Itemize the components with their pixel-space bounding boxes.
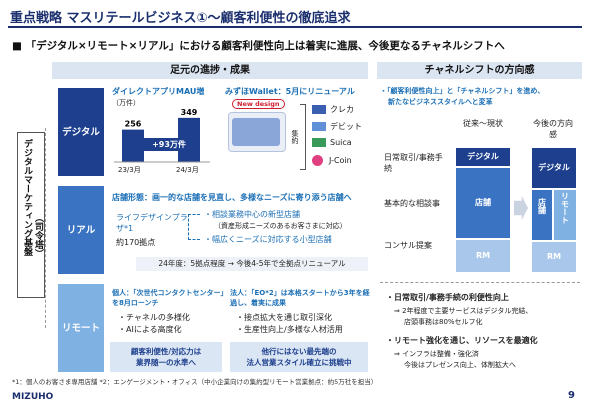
mizuho-logo: MIZUHO xyxy=(12,392,54,402)
mau-x2: 24/3月 xyxy=(176,166,199,174)
bullet-1: ・日常取引/事務手続の利便性向上 xyxy=(386,293,509,302)
wallet-title: みずほWallet：5月にリニューアル xyxy=(225,87,355,96)
row-label-remote: リモート xyxy=(58,284,104,372)
small-store: ・幅広くニーズに対応する小型店舗 xyxy=(204,235,332,244)
col-future: 今後の方向感 xyxy=(533,119,573,139)
wallet-item-jcoin: J-Coin xyxy=(312,155,352,166)
corporate-title: 法人：「EO*2」は本格スタートから3年を経過し、着実に成果 xyxy=(230,289,370,307)
bullet-1-sub-1: ⇒ 2年程度で主要サービスはデジタル完結、 xyxy=(394,307,533,315)
personal-title: 個人：「次世代コンタクトセンター」を8月ローンチ xyxy=(112,289,224,307)
right-header: チャネルシフトの方向感 xyxy=(377,62,582,79)
lifedesign-plaza: ライフデザインプラザ*1 xyxy=(116,213,188,233)
corporate-point-1: ・接点拡大を通じ取引深化 xyxy=(236,313,332,322)
store-count: 約170拠点 xyxy=(116,238,156,247)
shift-arrow-icon xyxy=(514,196,528,220)
shift-intro-2: 新たなビジネススタイルへと変革 xyxy=(388,98,493,106)
branch-connector xyxy=(188,214,200,240)
aggregate-label: 集約 xyxy=(291,130,299,144)
row-label-digital: デジタル xyxy=(58,88,104,176)
mau-bar-label-2: 349 xyxy=(181,108,198,117)
mau-bar-label-1: 256 xyxy=(125,120,142,129)
future-remote: リモート xyxy=(554,190,576,240)
vertical-sub: （司令塔） xyxy=(33,213,43,258)
title-underline xyxy=(8,26,582,28)
corporate-point-2: ・生産性向上/多様な人材活用 xyxy=(236,325,343,334)
mau-x1: 23/3月 xyxy=(118,166,141,174)
digital-marketing-foundation: デジタルマーケティング基盤 （司令塔） xyxy=(17,132,45,298)
debit-card-icon xyxy=(312,122,326,131)
real-title: 店舗形態：画一的な店舗を見直し、多様なニーズに寄り添う店舗へ xyxy=(112,193,352,202)
left-header: 足元の進捗・成果 xyxy=(52,62,368,79)
mau-delta-arrow: +93万件 xyxy=(142,138,196,151)
new-type-store-note: （資産形成ニーズのあるお客さまに対応） xyxy=(214,222,347,230)
new-type-store: ・相談業務中心の新型店舗 xyxy=(204,210,300,219)
remote-result-corporate: 他行にはない最先端の 法人営業スタイル確立に挑戦中 xyxy=(230,342,368,372)
remote-result-personal: 顧客利便性/対応力は 業界随一の水準へ xyxy=(110,342,222,372)
personal-point-1: ・チャネルの多様化 xyxy=(118,313,190,322)
wallet-item-credit: クレカ xyxy=(312,104,354,115)
bullet-2-sub-2: 今後はプレゼンス向上、体制拡大へ xyxy=(404,361,516,369)
timeline-bar: 24年度：5拠点程度 → 今後4-5年で全拠点リニューアル xyxy=(136,257,368,271)
aggregate-bracket xyxy=(300,104,306,170)
credit-card-icon xyxy=(312,105,326,114)
bullet-1-sub-2: 店頭事務は80%セルフ化 xyxy=(404,318,483,326)
now-digital: デジタル xyxy=(456,148,510,166)
bullet-2-sub-1: ⇒ インフラは整備・強化済 xyxy=(394,350,479,358)
row-label-real: リアル xyxy=(58,186,104,274)
mau-bar-1 xyxy=(122,129,144,162)
personal-point-2: ・AIによる高度化 xyxy=(118,325,182,334)
now-store: 店舗 xyxy=(456,168,510,238)
jcoin-icon xyxy=(312,155,323,166)
cat-consult: コンサル提案 xyxy=(384,241,432,250)
cat-basic: 基本的な相談事 xyxy=(384,199,440,208)
footnote: *1：個人のお客さま専用店舗 *2：エンゲージメント・オフィス（中小企業向けの集… xyxy=(12,378,378,386)
suica-card-icon xyxy=(312,138,326,147)
cards-mockup-icon xyxy=(232,118,280,146)
wallet-new-badge: New design xyxy=(232,99,285,109)
cat-daily: 日常取引/事務手続 xyxy=(384,153,443,173)
wallet-item-debit: デビット xyxy=(312,121,362,132)
connector-line xyxy=(45,128,46,328)
subtitle: ■ 「デジタル×リモート×リアル」における顧客利便性向上は着実に進展、今後更なる… xyxy=(12,40,505,52)
mau-title: ダイレクトアプリMAU増 xyxy=(112,87,205,96)
col-now: 従来～現状 xyxy=(463,119,503,128)
bullet-2: ・リモート強化を通じ、リソースを最適化 xyxy=(386,336,538,345)
page-title: 重点戦略 マスリテールビジネス①～顧客利便性の徹底追求 xyxy=(10,11,351,26)
mau-unit: （万件） xyxy=(112,99,140,107)
shift-intro-1: ・「顧客利便性向上」と「チャネルシフト」を進め、 xyxy=(380,87,545,95)
now-rm: RM xyxy=(456,240,510,272)
future-rm: RM xyxy=(532,242,576,272)
shift-divider xyxy=(380,282,580,283)
future-store: 店舗 xyxy=(532,190,552,240)
future-digital: デジタル xyxy=(532,148,576,188)
vertical-label: デジタルマーケティング基盤 xyxy=(22,139,32,256)
wallet-item-suica: Suica xyxy=(312,138,352,147)
page-number: 9 xyxy=(568,390,575,401)
